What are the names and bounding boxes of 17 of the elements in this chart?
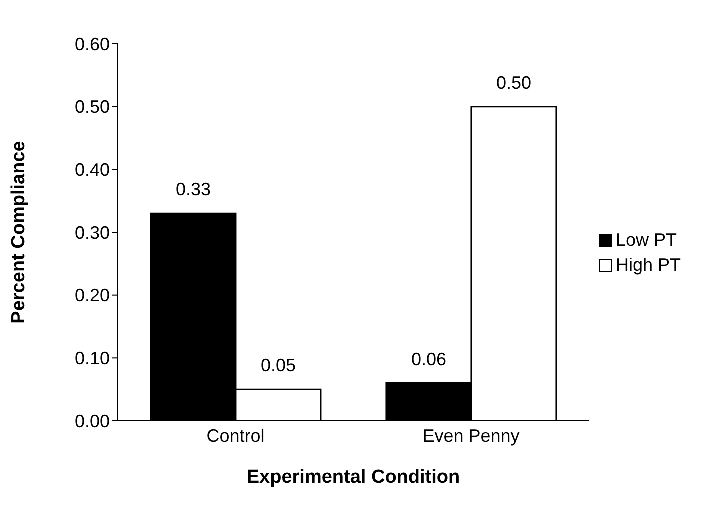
y-tick-label: 0.60 — [74, 34, 110, 54]
y-tick-label: 0.50 — [74, 97, 110, 118]
x-tick-label: Even Penny — [422, 426, 520, 446]
data-label: 0.05 — [260, 356, 296, 376]
y-tick-label: 0.30 — [74, 222, 110, 243]
y-tick-label: 0.00 — [74, 411, 110, 432]
y-tick-label: 0.40 — [74, 160, 110, 180]
data-label: 0.06 — [411, 349, 446, 370]
y-tick-label: 0.10 — [74, 348, 110, 369]
x-axis-title: Experimental Condition — [246, 467, 460, 488]
x-tick-label: Control — [206, 426, 265, 446]
y-tick-label: 0.20 — [74, 286, 110, 306]
y-axis-title: Percent Compliance — [8, 141, 30, 324]
legend-label: High PT — [616, 254, 682, 276]
data-label: 0.50 — [496, 72, 532, 93]
data-label: 0.33 — [176, 180, 211, 200]
legend-label: Low PT — [616, 230, 678, 250]
